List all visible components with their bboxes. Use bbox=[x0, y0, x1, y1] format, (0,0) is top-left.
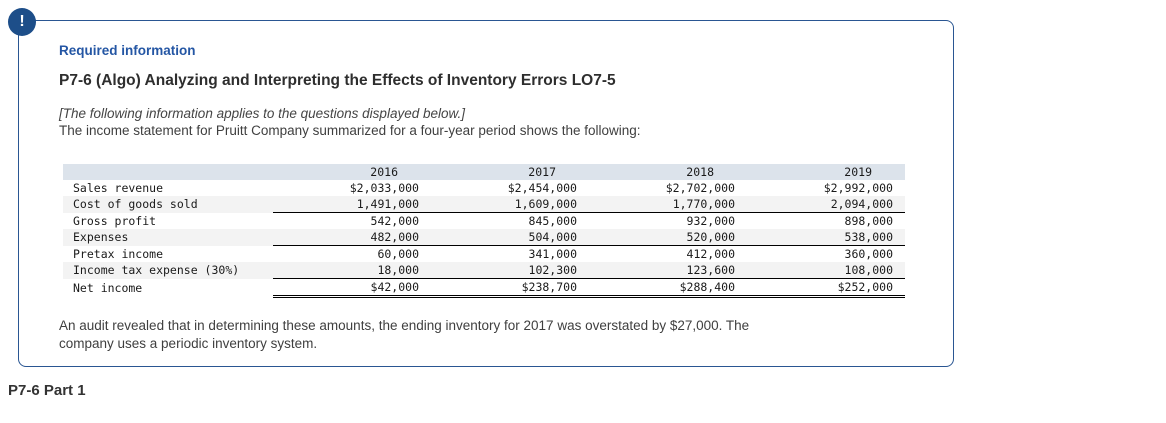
table-row: Pretax income 60,000 341,000 412,000 360,000 bbox=[63, 246, 905, 263]
income-statement-table: 2016 2017 2018 2019 Sales revenue $2,033,000… bbox=[63, 164, 905, 298]
cell-value: $288,400 bbox=[589, 278, 747, 298]
row-label: Income tax expense (30%) bbox=[73, 263, 240, 278]
cell-value: $2,702,000 bbox=[665, 181, 735, 195]
row-label: Expenses bbox=[73, 230, 129, 245]
problem-title: P7-6 (Algo) Analyzing and Interpreting t… bbox=[59, 72, 616, 89]
cell-value: $42,000 bbox=[273, 278, 431, 298]
cell-value: 360,000 bbox=[844, 247, 893, 261]
panel-content: Required information P7-6 (Algo) Analyzi… bbox=[19, 21, 953, 352]
cell-value: 123,600 bbox=[589, 262, 747, 279]
part-title: P7-6 Part 1 bbox=[8, 382, 86, 399]
applies-note: [The following information applies to th… bbox=[59, 106, 465, 121]
table-row: Income tax expense (30%) 18,000 102,300 123… bbox=[63, 262, 905, 279]
cell-value: 898,000 bbox=[844, 214, 893, 228]
cell-value: 60,000 bbox=[377, 247, 419, 261]
required-information-label: Required information bbox=[59, 43, 196, 58]
cell-value: 932,000 bbox=[686, 214, 735, 228]
cell-value: $238,700 bbox=[431, 278, 589, 298]
table-row: Gross profit 542,000 845,000 932,000 898,000 bbox=[63, 213, 905, 230]
cell-value: 341,000 bbox=[528, 247, 577, 261]
audit-note: An audit revealed that in determining th… bbox=[59, 317, 923, 352]
table-body: Sales revenue $2,033,000 $2,454,000 $2,702,… bbox=[63, 180, 905, 298]
cell-value: 520,000 bbox=[589, 229, 747, 246]
year-column-header: 2016 bbox=[370, 165, 398, 179]
year-header-spacer bbox=[63, 164, 273, 180]
table-header-row: 2016 2017 2018 2019 bbox=[63, 164, 905, 180]
cell-value: 108,000 bbox=[747, 262, 905, 279]
cell-value: 412,000 bbox=[686, 247, 735, 261]
row-label: Sales revenue bbox=[73, 181, 164, 195]
cell-value: 1,770,000 bbox=[589, 196, 747, 213]
cell-value: $2,033,000 bbox=[349, 181, 419, 195]
table-row: Sales revenue $2,033,000 $2,454,000 $2,702,… bbox=[63, 180, 905, 196]
cell-value: 504,000 bbox=[431, 229, 589, 246]
year-column-header: 2019 bbox=[844, 165, 872, 179]
cell-value: 1,491,000 bbox=[273, 196, 431, 213]
row-label: Pretax income bbox=[73, 246, 164, 261]
alert-exclamation-icon: ! bbox=[8, 8, 36, 36]
cell-value: 542,000 bbox=[370, 214, 419, 228]
cell-value: $2,992,000 bbox=[823, 181, 893, 195]
cell-value: $2,454,000 bbox=[507, 181, 577, 195]
row-label: Cost of goods sold bbox=[73, 197, 198, 212]
table-row: Net income $42,000 $238,700 $288,400 $252,00… bbox=[63, 278, 905, 298]
cell-value: 538,000 bbox=[747, 229, 905, 246]
year-column-header: 2018 bbox=[686, 165, 714, 179]
cell-value: 18,000 bbox=[273, 262, 431, 279]
row-label: Net income bbox=[73, 280, 143, 295]
required-information-panel: Required information P7-6 (Algo) Analyzi… bbox=[18, 20, 954, 367]
cell-value: 482,000 bbox=[273, 229, 431, 246]
table-row: Cost of goods sold 1,491,000 1,609,000 1,77… bbox=[63, 196, 905, 213]
audit-note-line: company uses a periodic inventory system… bbox=[59, 335, 318, 351]
cell-value: $252,000 bbox=[747, 278, 905, 298]
cell-value: 102,300 bbox=[431, 262, 589, 279]
table-row: Expenses 482,000 504,000 520,000 538,000 bbox=[63, 229, 905, 246]
year-column-header: 2017 bbox=[528, 165, 556, 179]
problem-description: The income statement for Pruitt Company … bbox=[59, 123, 641, 138]
cell-value: 845,000 bbox=[528, 214, 577, 228]
row-label: Gross profit bbox=[73, 213, 157, 228]
cell-value: 2,094,000 bbox=[747, 196, 905, 213]
cell-value: 1,609,000 bbox=[431, 196, 589, 213]
audit-note-line: An audit revealed that in determining th… bbox=[59, 318, 750, 333]
